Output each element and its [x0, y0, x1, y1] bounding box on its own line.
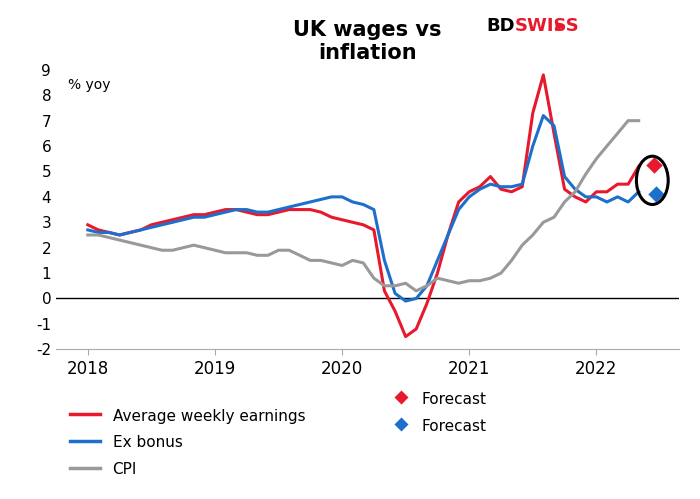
Legend: Forecast, Forecast: Forecast, Forecast — [388, 385, 492, 440]
Text: ◀: ◀ — [555, 18, 565, 31]
Text: % yoy: % yoy — [69, 78, 111, 92]
Title: UK wages vs
inflation: UK wages vs inflation — [293, 19, 442, 63]
Point — [650, 190, 662, 198]
Text: BD: BD — [486, 17, 515, 35]
Point — [648, 161, 659, 169]
Text: SWISS: SWISS — [514, 17, 580, 35]
